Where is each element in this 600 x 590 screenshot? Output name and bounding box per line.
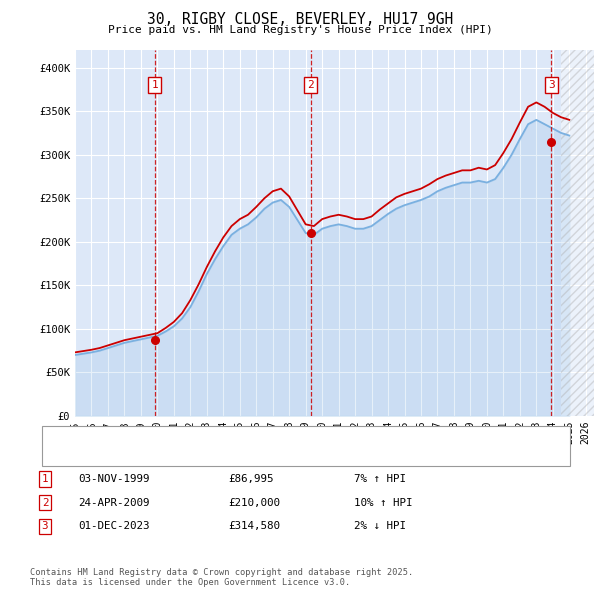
Text: £314,580: £314,580 — [228, 522, 280, 531]
Text: 2: 2 — [307, 80, 314, 90]
Text: 1: 1 — [42, 474, 48, 484]
Text: Price paid vs. HM Land Registry's House Price Index (HPI): Price paid vs. HM Land Registry's House … — [107, 25, 493, 35]
Text: £210,000: £210,000 — [228, 498, 280, 507]
Text: 10% ↑ HPI: 10% ↑ HPI — [354, 498, 413, 507]
Text: 30, RIGBY CLOSE, BEVERLEY, HU17 9GH (detached house): 30, RIGBY CLOSE, BEVERLEY, HU17 9GH (det… — [93, 432, 405, 442]
Text: Contains HM Land Registry data © Crown copyright and database right 2025.
This d: Contains HM Land Registry data © Crown c… — [30, 568, 413, 587]
Text: 2: 2 — [42, 498, 48, 507]
Text: 1: 1 — [151, 80, 158, 90]
Text: £86,995: £86,995 — [228, 474, 274, 484]
Text: 3: 3 — [42, 522, 48, 531]
Bar — [561, 50, 594, 416]
Text: 30, RIGBY CLOSE, BEVERLEY, HU17 9GH: 30, RIGBY CLOSE, BEVERLEY, HU17 9GH — [147, 12, 453, 27]
Text: 03-NOV-1999: 03-NOV-1999 — [78, 474, 149, 484]
Text: 2% ↓ HPI: 2% ↓ HPI — [354, 522, 406, 531]
Text: 24-APR-2009: 24-APR-2009 — [78, 498, 149, 507]
Text: 3: 3 — [548, 80, 555, 90]
Bar — [561, 50, 594, 416]
Text: 01-DEC-2023: 01-DEC-2023 — [78, 522, 149, 531]
Text: 7% ↑ HPI: 7% ↑ HPI — [354, 474, 406, 484]
Text: HPI: Average price, detached house, East Riding of Yorkshire: HPI: Average price, detached house, East… — [93, 450, 453, 460]
